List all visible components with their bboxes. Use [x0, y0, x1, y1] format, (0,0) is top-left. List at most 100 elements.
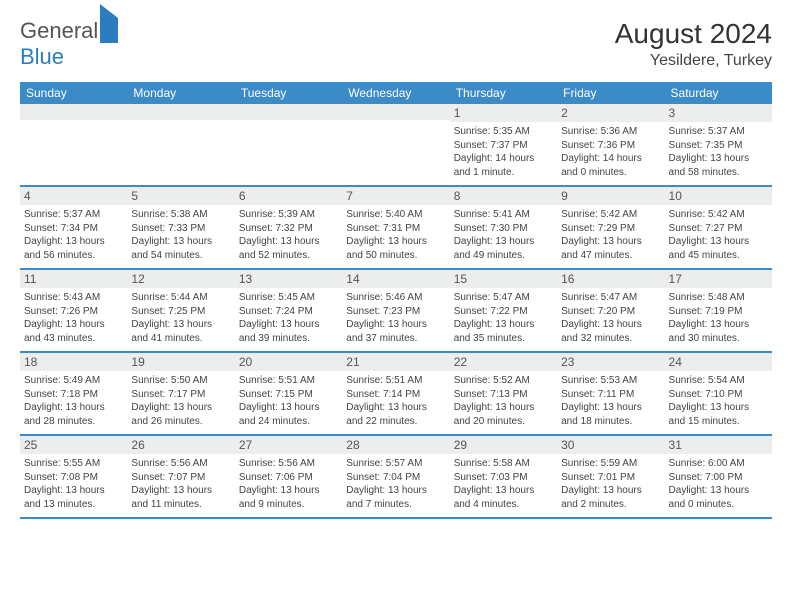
week-row: 25Sunrise: 5:55 AMSunset: 7:08 PMDayligh… [20, 435, 772, 518]
day-info: Sunrise: 5:49 AMSunset: 7:18 PMDaylight:… [20, 371, 127, 434]
daylight: Daylight: 13 hours and 37 minutes. [346, 318, 445, 345]
daylight: Daylight: 13 hours and 58 minutes. [669, 152, 768, 179]
sunset: Sunset: 7:20 PM [561, 305, 660, 319]
sunrise: Sunrise: 5:51 AM [346, 374, 445, 388]
sunset: Sunset: 7:15 PM [239, 388, 338, 402]
day-number: 16 [557, 270, 664, 288]
sunrise: Sunrise: 5:37 AM [669, 125, 768, 139]
day-info: Sunrise: 5:47 AMSunset: 7:20 PMDaylight:… [557, 288, 664, 351]
daylight: Daylight: 13 hours and 41 minutes. [131, 318, 230, 345]
day-info [127, 120, 234, 168]
day-number: 4 [20, 187, 127, 205]
day-cell: 18Sunrise: 5:49 AMSunset: 7:18 PMDayligh… [20, 352, 127, 435]
sunset: Sunset: 7:14 PM [346, 388, 445, 402]
logo-blue: Blue [20, 44, 64, 69]
daylight: Daylight: 13 hours and 26 minutes. [131, 401, 230, 428]
sunrise: Sunrise: 5:35 AM [454, 125, 553, 139]
sunrise: Sunrise: 5:56 AM [131, 457, 230, 471]
sunset: Sunset: 7:07 PM [131, 471, 230, 485]
day-cell: 4Sunrise: 5:37 AMSunset: 7:34 PMDaylight… [20, 186, 127, 269]
day-number: 30 [557, 436, 664, 454]
sunset: Sunset: 7:13 PM [454, 388, 553, 402]
day-info: Sunrise: 5:56 AMSunset: 7:06 PMDaylight:… [235, 454, 342, 517]
logo-general: General [20, 18, 98, 43]
sunset: Sunset: 7:04 PM [346, 471, 445, 485]
day-info: Sunrise: 5:55 AMSunset: 7:08 PMDaylight:… [20, 454, 127, 517]
day-info: Sunrise: 5:40 AMSunset: 7:31 PMDaylight:… [342, 205, 449, 268]
daylight: Daylight: 13 hours and 2 minutes. [561, 484, 660, 511]
dayhead-tue: Tuesday [235, 82, 342, 104]
month-title: August 2024 [615, 18, 772, 50]
day-cell: 16Sunrise: 5:47 AMSunset: 7:20 PMDayligh… [557, 269, 664, 352]
daylight: Daylight: 13 hours and 28 minutes. [24, 401, 123, 428]
daylight: Daylight: 13 hours and 15 minutes. [669, 401, 768, 428]
sunset: Sunset: 7:33 PM [131, 222, 230, 236]
day-number: 21 [342, 353, 449, 371]
daylight: Daylight: 13 hours and 35 minutes. [454, 318, 553, 345]
day-cell [127, 104, 234, 186]
sunrise: Sunrise: 5:56 AM [239, 457, 338, 471]
day-cell: 28Sunrise: 5:57 AMSunset: 7:04 PMDayligh… [342, 435, 449, 518]
daylight: Daylight: 13 hours and 43 minutes. [24, 318, 123, 345]
day-cell: 20Sunrise: 5:51 AMSunset: 7:15 PMDayligh… [235, 352, 342, 435]
sunrise: Sunrise: 5:54 AM [669, 374, 768, 388]
day-number: 22 [450, 353, 557, 371]
day-info [342, 120, 449, 168]
sunset: Sunset: 7:22 PM [454, 305, 553, 319]
day-info: Sunrise: 5:43 AMSunset: 7:26 PMDaylight:… [20, 288, 127, 351]
day-info [20, 120, 127, 168]
sunset: Sunset: 7:03 PM [454, 471, 553, 485]
daylight: Daylight: 13 hours and 11 minutes. [131, 484, 230, 511]
sunset: Sunset: 7:00 PM [669, 471, 768, 485]
page-header: General Blue August 2024 Yesildere, Turk… [20, 18, 772, 70]
day-cell: 19Sunrise: 5:50 AMSunset: 7:17 PMDayligh… [127, 352, 234, 435]
sunset: Sunset: 7:26 PM [24, 305, 123, 319]
sunrise: Sunrise: 5:44 AM [131, 291, 230, 305]
day-info: Sunrise: 5:52 AMSunset: 7:13 PMDaylight:… [450, 371, 557, 434]
daylight: Daylight: 13 hours and 54 minutes. [131, 235, 230, 262]
sunset: Sunset: 7:29 PM [561, 222, 660, 236]
day-info: Sunrise: 5:57 AMSunset: 7:04 PMDaylight:… [342, 454, 449, 517]
day-cell: 27Sunrise: 5:56 AMSunset: 7:06 PMDayligh… [235, 435, 342, 518]
daylight: Daylight: 13 hours and 32 minutes. [561, 318, 660, 345]
daylight: Daylight: 13 hours and 9 minutes. [239, 484, 338, 511]
day-info: Sunrise: 5:37 AMSunset: 7:34 PMDaylight:… [20, 205, 127, 268]
sunset: Sunset: 7:17 PM [131, 388, 230, 402]
sunrise: Sunrise: 5:38 AM [131, 208, 230, 222]
day-number: 26 [127, 436, 234, 454]
day-info: Sunrise: 5:47 AMSunset: 7:22 PMDaylight:… [450, 288, 557, 351]
sunset: Sunset: 7:24 PM [239, 305, 338, 319]
calendar-body: 1Sunrise: 5:35 AMSunset: 7:37 PMDaylight… [20, 104, 772, 518]
day-info: Sunrise: 5:51 AMSunset: 7:15 PMDaylight:… [235, 371, 342, 434]
day-number: 13 [235, 270, 342, 288]
day-cell: 22Sunrise: 5:52 AMSunset: 7:13 PMDayligh… [450, 352, 557, 435]
day-info: Sunrise: 5:54 AMSunset: 7:10 PMDaylight:… [665, 371, 772, 434]
daylight: Daylight: 13 hours and 30 minutes. [669, 318, 768, 345]
daylight: Daylight: 13 hours and 56 minutes. [24, 235, 123, 262]
day-info: Sunrise: 5:46 AMSunset: 7:23 PMDaylight:… [342, 288, 449, 351]
daylight: Daylight: 13 hours and 45 minutes. [669, 235, 768, 262]
daylight: Daylight: 13 hours and 7 minutes. [346, 484, 445, 511]
sunrise: Sunrise: 6:00 AM [669, 457, 768, 471]
sunset: Sunset: 7:06 PM [239, 471, 338, 485]
daylight: Daylight: 13 hours and 47 minutes. [561, 235, 660, 262]
daylight: Daylight: 13 hours and 0 minutes. [669, 484, 768, 511]
day-cell: 10Sunrise: 5:42 AMSunset: 7:27 PMDayligh… [665, 186, 772, 269]
day-number [127, 104, 234, 120]
sunrise: Sunrise: 5:52 AM [454, 374, 553, 388]
daylight: Daylight: 13 hours and 49 minutes. [454, 235, 553, 262]
sunrise: Sunrise: 5:39 AM [239, 208, 338, 222]
day-number: 7 [342, 187, 449, 205]
daylight: Daylight: 13 hours and 20 minutes. [454, 401, 553, 428]
sunset: Sunset: 7:11 PM [561, 388, 660, 402]
day-cell: 2Sunrise: 5:36 AMSunset: 7:36 PMDaylight… [557, 104, 664, 186]
daylight: Daylight: 13 hours and 13 minutes. [24, 484, 123, 511]
sunrise: Sunrise: 5:37 AM [24, 208, 123, 222]
day-cell: 13Sunrise: 5:45 AMSunset: 7:24 PMDayligh… [235, 269, 342, 352]
day-cell: 8Sunrise: 5:41 AMSunset: 7:30 PMDaylight… [450, 186, 557, 269]
daylight: Daylight: 14 hours and 1 minute. [454, 152, 553, 179]
day-number: 19 [127, 353, 234, 371]
day-header-row: Sunday Monday Tuesday Wednesday Thursday… [20, 82, 772, 104]
day-info: Sunrise: 5:44 AMSunset: 7:25 PMDaylight:… [127, 288, 234, 351]
day-cell: 5Sunrise: 5:38 AMSunset: 7:33 PMDaylight… [127, 186, 234, 269]
